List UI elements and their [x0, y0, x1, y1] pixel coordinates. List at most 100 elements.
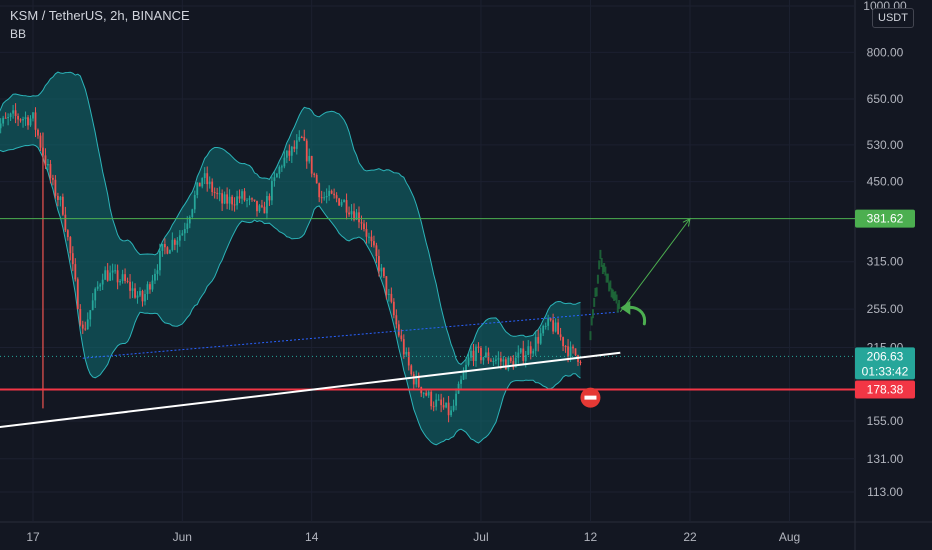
candle-body — [397, 324, 400, 336]
candle-body — [480, 347, 482, 361]
candle-body — [522, 348, 525, 361]
candle-body — [544, 325, 547, 327]
candle-body — [460, 379, 462, 384]
candle-body — [241, 191, 243, 199]
bollinger-fill — [0, 72, 581, 445]
candle-body — [557, 322, 560, 335]
candle-body — [149, 284, 151, 290]
candle-body — [330, 190, 333, 194]
candle-body — [390, 293, 393, 302]
time-tick-label: Jul — [473, 530, 488, 544]
projected-candle — [589, 331, 592, 341]
bollinger-lower — [0, 144, 581, 446]
candle-body — [218, 193, 221, 195]
candle-body — [579, 361, 582, 363]
candle-body — [465, 364, 467, 373]
candle-body — [482, 357, 485, 361]
candle-body — [186, 223, 189, 230]
indicator-legend[interactable]: BB — [10, 27, 26, 41]
candle-body — [163, 244, 166, 248]
candle-body — [385, 276, 388, 295]
bar-countdown-label: 01:33:42 — [862, 364, 909, 378]
candle-body — [151, 280, 154, 290]
candle-body — [183, 229, 186, 234]
projected-candle — [590, 316, 593, 326]
candle-body — [310, 155, 313, 174]
candle-body — [176, 240, 179, 245]
candle-body — [71, 253, 74, 265]
candle-body — [532, 350, 535, 354]
candle-body — [134, 288, 136, 298]
candle-body — [395, 315, 398, 325]
candle-body — [417, 375, 420, 388]
candle-body — [343, 200, 345, 203]
candle-body — [445, 402, 448, 408]
candle-body — [392, 301, 395, 316]
price-tick-label: 450.00 — [867, 175, 904, 189]
candle-body — [547, 318, 550, 326]
candle-body — [99, 284, 102, 287]
candle-body — [84, 328, 87, 330]
currency-unit-label[interactable]: USDT — [872, 8, 914, 28]
candle-body — [159, 250, 161, 271]
candle-body — [94, 288, 97, 301]
candle-body — [524, 355, 527, 361]
candle-body — [198, 182, 201, 187]
candle-body — [47, 163, 49, 166]
projected-candle — [605, 273, 608, 283]
candle-body — [22, 119, 24, 121]
projected-candle — [603, 262, 606, 272]
candle-body — [238, 196, 241, 199]
candle-body — [308, 155, 311, 162]
candle-body — [14, 110, 17, 116]
candle-body — [79, 308, 82, 325]
current-price-label-bg — [855, 347, 915, 380]
candle-body — [116, 270, 119, 283]
candle-body — [131, 288, 134, 291]
bollinger-bands — [0, 71, 581, 446]
candle-body — [300, 136, 303, 138]
projected-candle — [599, 249, 602, 259]
candle-body — [435, 399, 438, 407]
candle-body — [467, 357, 470, 365]
candle-body — [368, 236, 370, 238]
projected-candle — [608, 282, 611, 292]
bounce-arrow-icon-head — [620, 300, 631, 315]
candle-body — [96, 286, 99, 289]
candle-body — [378, 256, 380, 272]
candle-body — [549, 318, 552, 321]
time-axis[interactable]: 17 Jun 14 Jul 12 22 Aug — [26, 530, 800, 544]
candle-body — [17, 115, 19, 120]
projected-candle — [604, 266, 607, 276]
candle-body — [358, 212, 360, 223]
candle-body — [261, 205, 263, 207]
projected-candle — [596, 274, 599, 284]
symbol-title[interactable]: KSM / TetherUS, 2h, BINANCE — [10, 8, 190, 23]
candle-body — [74, 264, 77, 280]
candle-body — [124, 274, 126, 281]
candle-body — [226, 194, 229, 204]
bollinger-upper — [0, 71, 581, 366]
candle-body — [49, 163, 52, 178]
candle-body — [562, 337, 564, 347]
trendline — [0, 351, 621, 428]
candle-body — [285, 150, 288, 158]
candle-body — [335, 195, 338, 199]
candle-body — [539, 333, 542, 344]
candle-body — [236, 196, 238, 206]
candle-body — [101, 279, 104, 285]
candle-body — [365, 229, 368, 237]
candle-body — [54, 179, 57, 196]
candle-body — [430, 391, 433, 407]
projected-candle — [606, 273, 609, 283]
candle-body — [29, 118, 32, 126]
candle-body — [422, 392, 425, 394]
candle-body — [39, 135, 42, 148]
candle-body — [76, 279, 79, 309]
candle-body — [32, 112, 34, 119]
candle-body — [9, 113, 12, 117]
candle-body — [534, 337, 537, 351]
candle-body — [12, 110, 14, 114]
candle-body — [266, 196, 268, 214]
